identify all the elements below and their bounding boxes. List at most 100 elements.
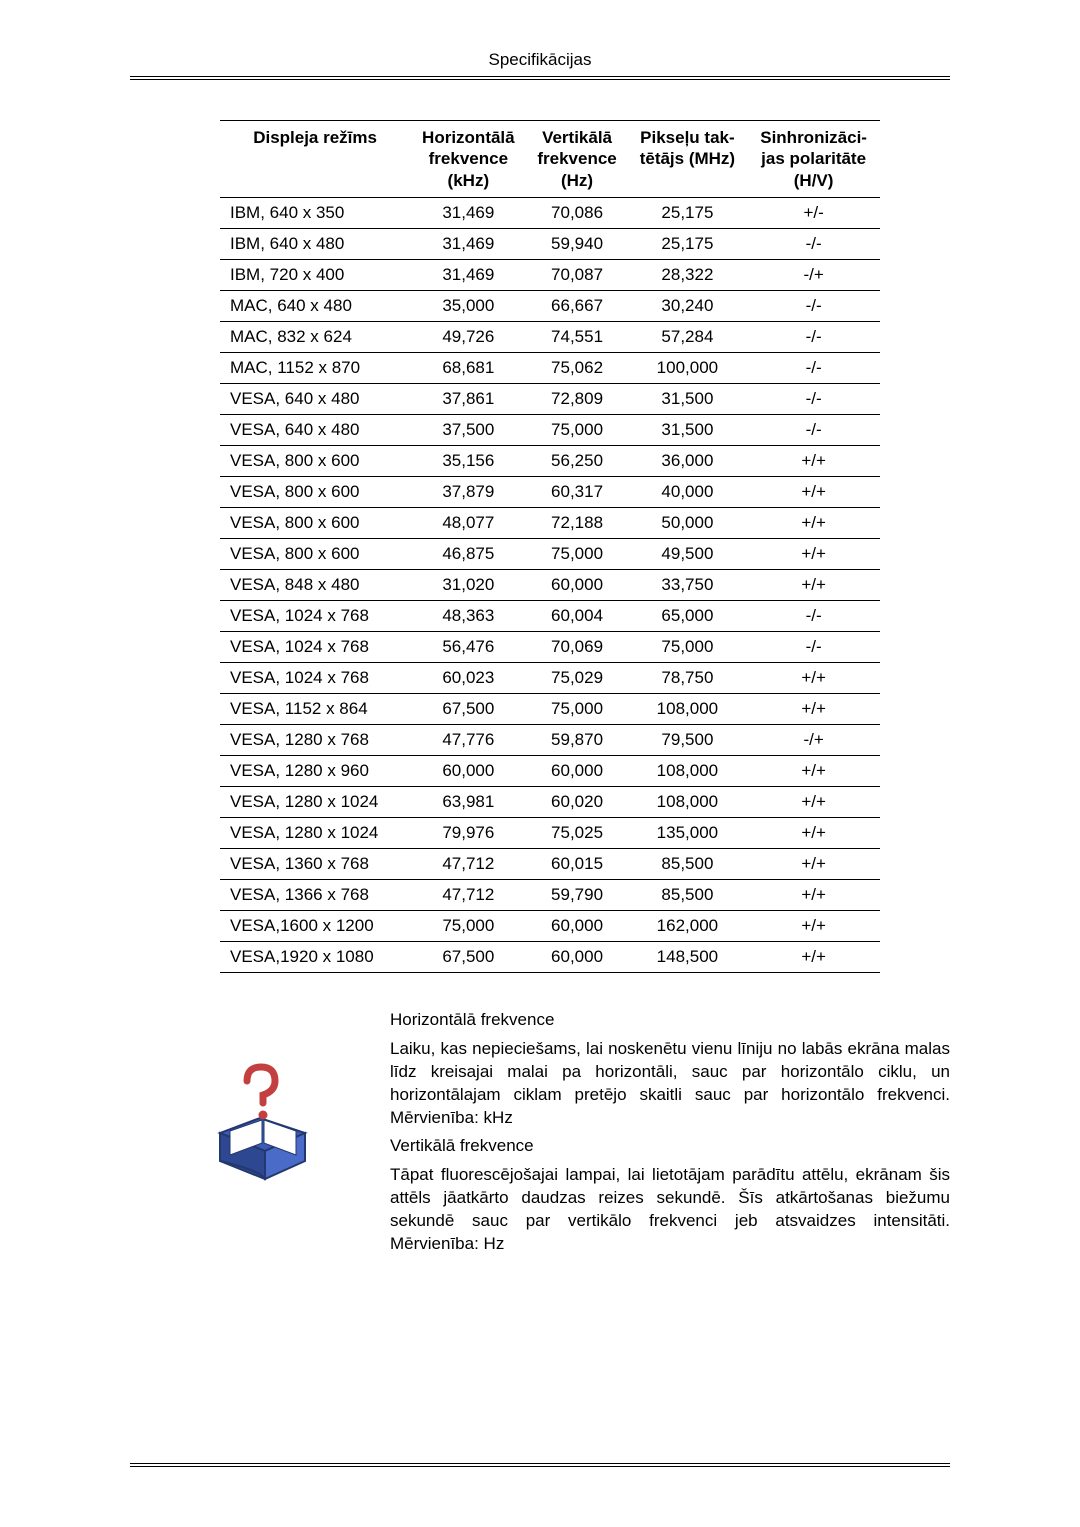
table-cell: 31,469 [410,228,526,259]
table-cell: VESA, 640 x 480 [220,414,410,445]
table-cell: VESA,1600 x 1200 [220,910,410,941]
spec-table-container: Displeja režīmsHorizontālāfrekvence(kHz)… [220,120,880,973]
table-cell: VESA, 1280 x 1024 [220,786,410,817]
table-cell: +/+ [747,569,880,600]
table-cell: 75,000 [527,414,628,445]
table-cell: VESA,1920 x 1080 [220,941,410,972]
table-cell: 70,087 [527,259,628,290]
horiz-freq-title: Horizontālā frekvence [390,1009,950,1032]
table-cell: 37,500 [410,414,526,445]
table-cell: 49,500 [628,538,748,569]
table-cell: 47,712 [410,879,526,910]
table-cell: 56,250 [527,445,628,476]
table-cell: -/- [747,631,880,662]
table-cell: 59,940 [527,228,628,259]
table-cell: 37,879 [410,476,526,507]
table-cell: -/- [747,352,880,383]
table-cell: 75,000 [410,910,526,941]
table-cell: -/- [747,383,880,414]
footer-divider [130,1463,950,1467]
table-header-cell: Sinhronizāci-jas polaritāte(H/V) [747,121,880,198]
table-row: IBM, 720 x 40031,46970,08728,322-/+ [220,259,880,290]
table-cell: VESA, 800 x 600 [220,476,410,507]
table-row: VESA,1600 x 120075,00060,000162,000+/+ [220,910,880,941]
table-header-cell: Pikseļu tak-tētājs (MHz) [628,121,748,198]
table-cell: 60,015 [527,848,628,879]
table-cell: 31,469 [410,197,526,228]
table-cell: 78,750 [628,662,748,693]
table-cell: IBM, 640 x 350 [220,197,410,228]
table-cell: 148,500 [628,941,748,972]
table-cell: 50,000 [628,507,748,538]
table-cell: +/+ [747,662,880,693]
table-cell: VESA, 1280 x 768 [220,724,410,755]
table-cell: 57,284 [628,321,748,352]
notes-block: Horizontālā frekvence Laiku, kas nepieci… [130,1003,950,1262]
table-cell: 33,750 [628,569,748,600]
table-row: MAC, 832 x 62449,72674,55157,284-/- [220,321,880,352]
table-cell: VESA, 1280 x 960 [220,755,410,786]
table-row: VESA, 1024 x 76856,47670,06975,000-/- [220,631,880,662]
table-row: VESA, 1280 x 102463,98160,020108,000+/+ [220,786,880,817]
header-divider [130,76,950,80]
table-cell: MAC, 640 x 480 [220,290,410,321]
table-cell: 60,000 [527,569,628,600]
table-cell: IBM, 640 x 480 [220,228,410,259]
table-cell: VESA, 800 x 600 [220,507,410,538]
table-cell: +/+ [747,507,880,538]
table-cell: 162,000 [628,910,748,941]
table-cell: 135,000 [628,817,748,848]
table-cell: +/+ [747,445,880,476]
table-cell: 60,317 [527,476,628,507]
table-cell: 75,000 [527,538,628,569]
table-row: VESA, 800 x 60048,07772,18850,000+/+ [220,507,880,538]
table-cell: 75,029 [527,662,628,693]
table-cell: 75,000 [628,631,748,662]
table-cell: +/+ [747,879,880,910]
table-cell: MAC, 1152 x 870 [220,352,410,383]
table-cell: 70,069 [527,631,628,662]
table-header-cell: Displeja režīms [220,121,410,198]
table-cell: 47,712 [410,848,526,879]
table-cell: 108,000 [628,693,748,724]
table-cell: +/+ [747,817,880,848]
table-cell: VESA, 848 x 480 [220,569,410,600]
table-cell: 108,000 [628,755,748,786]
table-cell: -/+ [747,724,880,755]
table-row: IBM, 640 x 35031,46970,08625,175+/- [220,197,880,228]
table-cell: 70,086 [527,197,628,228]
table-cell: 31,500 [628,414,748,445]
table-cell: 35,156 [410,445,526,476]
table-cell: 59,870 [527,724,628,755]
table-cell: MAC, 832 x 624 [220,321,410,352]
table-cell: VESA, 1024 x 768 [220,631,410,662]
table-cell: +/+ [747,910,880,941]
table-cell: 72,809 [527,383,628,414]
table-cell: +/+ [747,848,880,879]
table-cell: 28,322 [628,259,748,290]
table-cell: 60,000 [410,755,526,786]
table-cell: 31,469 [410,259,526,290]
table-cell: 60,000 [527,941,628,972]
book-question-icon [130,1003,390,1183]
table-row: VESA, 800 x 60037,87960,31740,000+/+ [220,476,880,507]
table-cell: 67,500 [410,693,526,724]
table-cell: 47,776 [410,724,526,755]
table-cell: 36,000 [628,445,748,476]
table-cell: 37,861 [410,383,526,414]
table-cell: VESA, 1152 x 864 [220,693,410,724]
table-cell: VESA, 640 x 480 [220,383,410,414]
table-cell: 63,981 [410,786,526,817]
table-cell: 65,000 [628,600,748,631]
table-cell: 40,000 [628,476,748,507]
table-cell: 48,363 [410,600,526,631]
table-cell: 75,025 [527,817,628,848]
table-cell: 79,500 [628,724,748,755]
table-cell: 31,500 [628,383,748,414]
table-row: VESA, 848 x 48031,02060,00033,750+/+ [220,569,880,600]
table-cell: VESA, 800 x 600 [220,538,410,569]
table-row: VESA, 1280 x 76847,77659,87079,500-/+ [220,724,880,755]
table-cell: IBM, 720 x 400 [220,259,410,290]
table-row: VESA, 640 x 48037,50075,00031,500-/- [220,414,880,445]
table-cell: 75,000 [527,693,628,724]
